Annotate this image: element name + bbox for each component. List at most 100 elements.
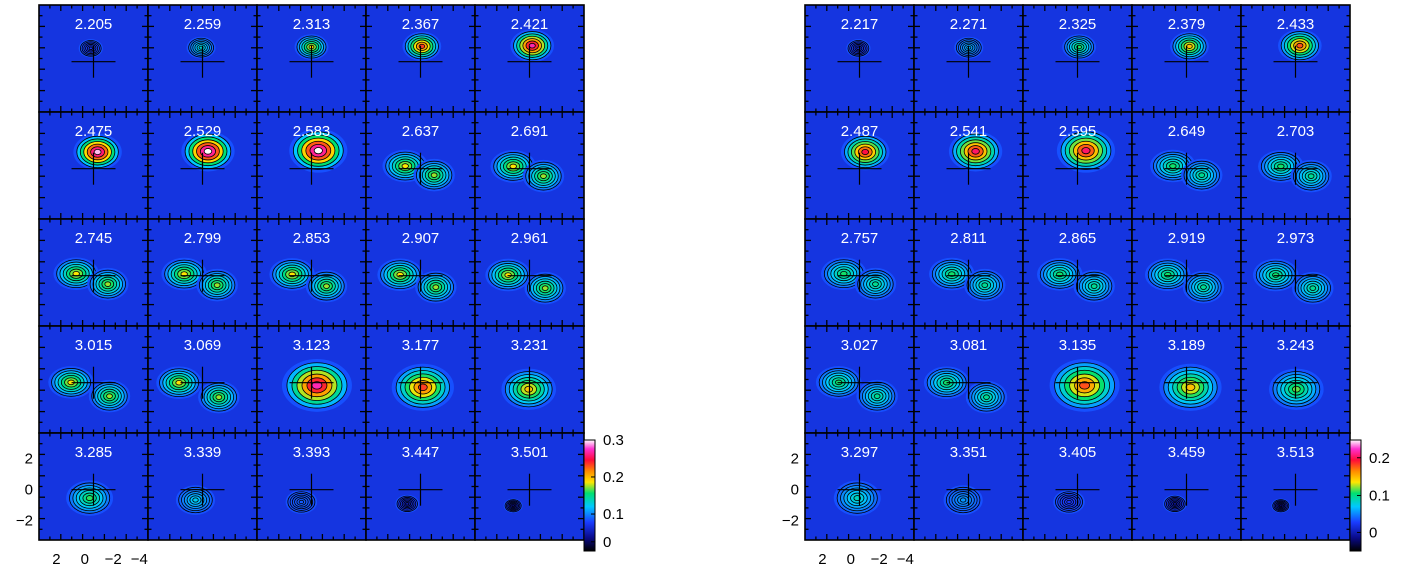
panel-velocity-label: 3.243 [1277,337,1315,354]
emission-contour [1185,383,1196,392]
panel-velocity-label: 3.081 [950,337,988,354]
colorbar-tick-label: 0 [603,534,611,551]
emission-contour [88,46,93,51]
emission-contour [981,282,989,288]
panel-velocity-label: 3.447 [402,444,440,461]
channel-panel: 2.799 [147,218,258,327]
panel-velocity-label: 2.637 [402,123,440,140]
emission-contour [1272,272,1280,278]
emission-contour [396,271,404,278]
emission-contour [430,172,438,178]
y-tick-label: 0 [791,482,799,499]
x-tick-label: −2 [871,551,888,568]
x-tick-label: 2 [818,551,826,568]
channel-panel: 3.459 [1131,432,1242,541]
emission-contour [1081,147,1091,155]
channel-panel: 3.231 [474,325,585,434]
emission-contour [861,148,870,156]
panel-velocity-label: 2.313 [293,16,331,33]
x-tick-label: 0 [81,551,89,568]
panel-velocity-label: 2.811 [950,230,986,247]
channel-panel: 2.757 [804,218,915,327]
channel-panel: 2.973 [1240,218,1351,327]
channel-panel: 2.325 [1022,4,1133,113]
panel-velocity-label: 2.259 [184,16,222,33]
channel-panel: 3.351 [913,432,1024,541]
x-tick-label: 2 [52,551,60,568]
y-tick-label: 0 [25,482,33,499]
panel-velocity-label: 2.799 [184,230,222,247]
channel-panel: 3.015 [38,325,149,434]
panel-velocity-label: 3.135 [1059,337,1097,354]
emission-contour [959,497,967,503]
emission-contour [504,272,512,278]
emission-contour [93,148,102,156]
panel-velocity-label: 2.205 [75,16,113,33]
emission-contour [417,383,428,392]
panel-velocity-label: 2.907 [402,230,440,247]
colorbar-gradient [583,439,596,552]
panel-velocity-label: 3.015 [75,337,113,354]
emission-contour [971,148,980,155]
colorbar: 0.3 0.2 0.1 0 [583,432,624,552]
channel-panel: 2.529 [147,111,258,220]
emission-contour [524,385,534,393]
channel-panel: 3.447 [365,432,476,541]
panel-velocity-label: 2.583 [293,123,331,140]
channel-panel: 2.703 [1240,111,1351,220]
panel-velocity-label: 2.865 [1059,230,1097,247]
emission-contour [213,282,221,288]
emission-contour [1079,381,1090,390]
panel-velocity-label: 3.177 [402,337,440,354]
channel-panel: 2.637 [365,111,476,220]
colorbar-tick-label: 0.1 [603,506,624,523]
emission-contour [528,42,536,49]
emission-contour [106,393,113,399]
emission-contour [1066,499,1072,505]
emission-contour [540,173,547,179]
channel-panel: 2.313 [256,4,367,113]
panel-velocity-label: 2.325 [1059,16,1097,33]
emission-contour [1307,173,1315,179]
channel-map-grid-right: 2.217 2.271 2.325 2.379 2.433 2.487 2.541 2.595… [782,4,1390,568]
channel-panel: 2.853 [256,218,367,327]
panel-velocity-label: 2.973 [1277,230,1315,247]
y-tick-label: 2 [791,451,799,468]
x-tick-label: −2 [105,551,122,568]
channel-panel: 2.421 [474,4,585,113]
panel-velocity-label: 2.853 [293,230,331,247]
channel-map-grid-left: 2.205 2.259 2.313 2.367 2.421 2.475 2.529 2.583… [16,4,624,568]
panel-velocity-label: 2.367 [402,16,440,33]
emission-contour [1277,163,1285,170]
panel-velocity-label: 2.529 [184,123,222,140]
panel-velocity-label: 2.919 [1168,230,1206,247]
panel-velocity-label: 3.501 [511,444,549,461]
emission-contour [1164,271,1172,278]
channel-panel: 3.069 [147,325,258,434]
channel-panel: 2.595 [1022,111,1133,220]
channel-panel: 3.027 [804,325,915,434]
channel-panel: 2.907 [365,218,476,327]
channel-panel: 2.259 [147,4,258,113]
colorbar-tick-label: 0.2 [603,469,624,486]
panel-velocity-label: 2.595 [1059,123,1097,140]
channel-panel: 3.339 [147,432,258,541]
emission-contour [511,504,515,508]
panel-velocity-label: 2.649 [1168,123,1206,140]
emission-contour [85,495,94,502]
x-tick-label: −4 [131,551,148,568]
emission-contour [1296,42,1304,49]
emission-contour [1186,43,1193,49]
channel-panel: 3.081 [913,325,1024,434]
channel-panel: 3.135 [1022,325,1133,434]
x-tick-label: 0 [847,551,855,568]
channel-panel: 2.379 [1131,4,1242,113]
panel-velocity-label: 2.691 [511,123,549,140]
panel-velocity-label: 3.231 [511,337,549,354]
channel-panel: 2.433 [1240,4,1351,113]
channel-panel: 2.271 [913,4,1024,113]
channel-panel: 2.205 [38,4,149,113]
emission-contour [1279,504,1283,508]
panel-velocity-label: 3.393 [293,444,331,461]
emission-contour [509,163,517,170]
